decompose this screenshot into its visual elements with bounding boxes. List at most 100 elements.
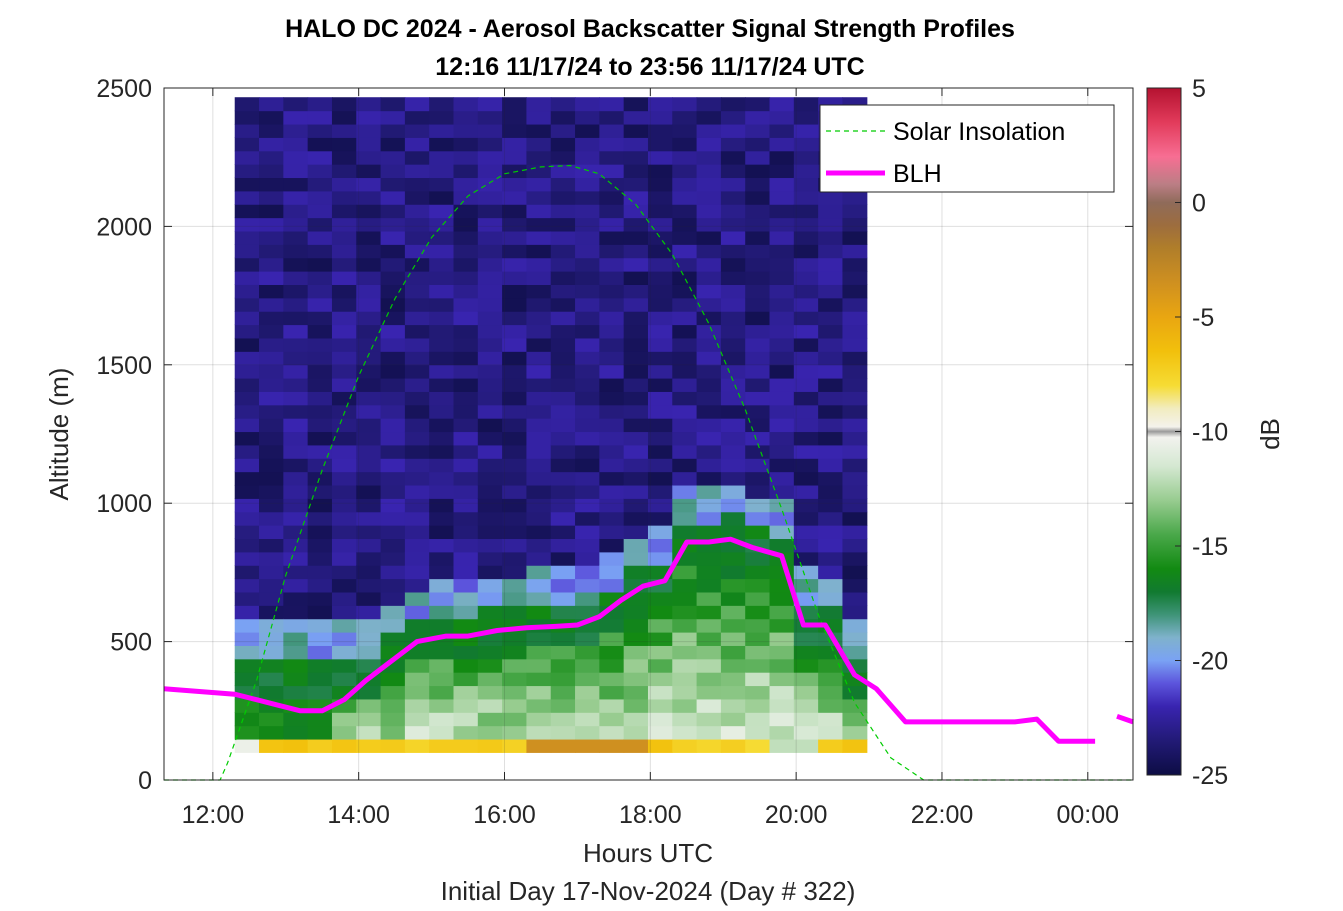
heatmap-cell <box>647 391 673 406</box>
heatmap-cell <box>429 725 455 740</box>
heatmap-cell <box>720 725 746 740</box>
heatmap-cell <box>404 217 430 232</box>
heatmap-cell <box>696 632 722 646</box>
heatmap-cell <box>453 351 479 366</box>
heatmap-cell <box>331 364 357 379</box>
heatmap-cell <box>550 351 576 366</box>
heatmap-cell <box>720 337 746 352</box>
heatmap-cell <box>502 645 528 660</box>
heatmap-cell <box>356 271 382 285</box>
heatmap-cell <box>380 418 406 433</box>
heatmap-cell <box>502 431 528 446</box>
heatmap-cell <box>599 525 625 540</box>
heatmap-cell <box>696 444 722 459</box>
heatmap-cell <box>672 284 698 299</box>
heatmap-cell <box>404 271 430 285</box>
heatmap-cell <box>745 511 771 526</box>
heatmap-cell <box>380 311 406 326</box>
heatmap-cell <box>234 725 260 740</box>
heatmap-cell <box>331 565 357 580</box>
heatmap-cell <box>818 444 844 459</box>
colorbar-tick-label: -10 <box>1192 419 1228 447</box>
heatmap-cell <box>259 150 284 165</box>
heatmap-cell <box>672 725 698 740</box>
heatmap-cell <box>720 498 746 513</box>
heatmap-cell <box>283 97 309 112</box>
heatmap-cell <box>453 190 479 205</box>
heatmap-cell <box>356 418 382 433</box>
heatmap-cell <box>745 658 771 673</box>
heatmap-cell <box>283 538 309 553</box>
heatmap-cell <box>502 591 528 606</box>
heatmap-cell <box>623 97 649 112</box>
heatmap-cell <box>234 297 260 312</box>
heatmap-cell <box>672 164 698 179</box>
heatmap-cell <box>526 565 552 580</box>
heatmap-cell <box>575 685 600 700</box>
heatmap-cell <box>550 525 576 540</box>
heatmap-cell <box>453 658 479 673</box>
heatmap-cell <box>623 297 649 312</box>
heatmap-cell <box>453 738 479 753</box>
heatmap-cell <box>380 511 406 526</box>
heatmap-cell <box>647 271 673 285</box>
heatmap-cell <box>842 284 868 299</box>
heatmap-cell <box>599 738 625 753</box>
heatmap-cell <box>599 578 625 593</box>
heatmap-cell <box>453 217 479 232</box>
heatmap-cell <box>477 712 503 727</box>
heatmap-cell <box>672 578 698 593</box>
heatmap-cell <box>259 444 284 459</box>
heatmap-cell <box>356 217 382 232</box>
heatmap-cell <box>550 632 576 646</box>
heatmap-cell <box>356 97 382 112</box>
heatmap-cell <box>453 137 479 152</box>
heatmap-cell <box>745 672 771 687</box>
heatmap-cell <box>672 565 698 580</box>
heatmap-cell <box>769 605 795 620</box>
heatmap-cell <box>234 632 260 646</box>
heatmap-cell <box>429 351 455 366</box>
heatmap-cell <box>234 230 260 245</box>
heatmap-cell <box>550 578 576 593</box>
heatmap-cell <box>550 471 576 486</box>
heatmap-cell <box>283 164 309 179</box>
heatmap-cell <box>672 618 698 633</box>
heatmap-cell <box>550 337 576 352</box>
heatmap-cell <box>404 311 430 326</box>
heatmap-cell <box>720 511 746 526</box>
heatmap-cell <box>623 538 649 553</box>
heatmap-cell <box>502 551 528 566</box>
heatmap-cell <box>502 230 528 245</box>
heatmap-cell <box>793 110 819 125</box>
x-tick-label: 16:00 <box>473 801 536 829</box>
heatmap-cell <box>793 578 819 593</box>
heatmap-cell <box>575 725 600 740</box>
heatmap-cell <box>696 150 722 165</box>
heatmap-cell <box>599 351 625 366</box>
heatmap-cell <box>234 458 260 473</box>
heatmap-cell <box>623 190 649 205</box>
heatmap-cell <box>696 230 722 245</box>
heatmap-cell <box>550 444 576 459</box>
heatmap-cell <box>502 137 528 152</box>
heatmap-cell <box>599 725 625 740</box>
heatmap-cell <box>234 164 260 179</box>
colorbar-ticks: 5 0 -5 -10 -15 -20 -25 <box>1175 75 1228 790</box>
heatmap-cell <box>331 377 357 392</box>
heatmap-cell <box>842 471 868 486</box>
heatmap-cell <box>720 164 746 179</box>
heatmap-cell <box>380 672 406 687</box>
heatmap-cell <box>769 672 795 687</box>
heatmap-cell <box>672 351 698 366</box>
heatmap-cell <box>234 525 260 540</box>
heatmap-cell <box>283 431 309 446</box>
heatmap-cell <box>453 645 479 660</box>
heatmap-cell <box>526 738 552 753</box>
heatmap-cell <box>696 177 722 192</box>
heatmap-cell <box>477 190 503 205</box>
heatmap-cell <box>842 632 868 646</box>
heatmap-cell <box>550 418 576 433</box>
heatmap-cell <box>259 137 284 152</box>
heatmap-cell <box>380 578 406 593</box>
